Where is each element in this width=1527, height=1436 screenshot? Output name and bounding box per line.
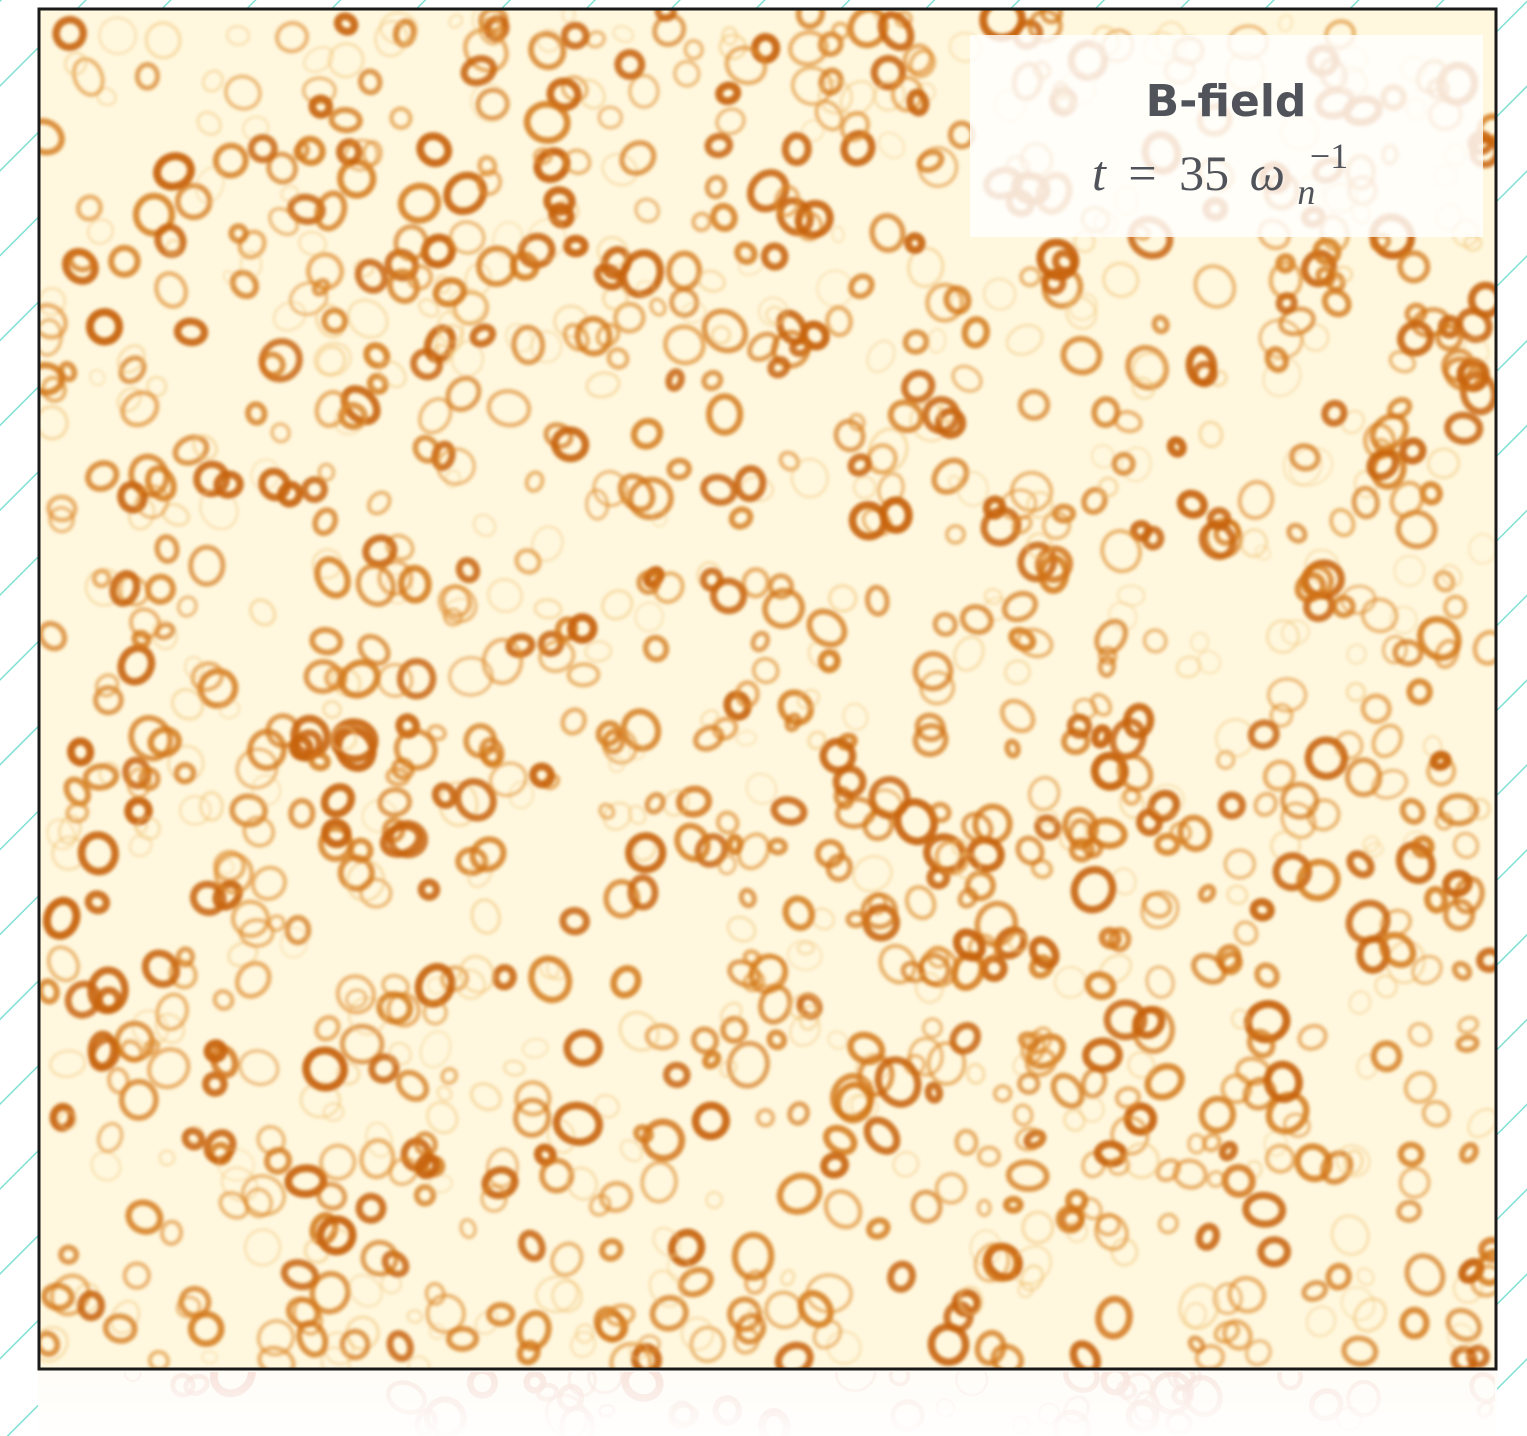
time-value: 35 bbox=[1179, 145, 1229, 201]
legend-box bbox=[970, 35, 1483, 237]
time-unit: ω bbox=[1250, 145, 1285, 201]
time-superscript: −1 bbox=[1310, 136, 1348, 176]
time-equals: = bbox=[1128, 145, 1156, 201]
legend-title: B-field bbox=[1146, 76, 1307, 127]
screenshot: B-field t = 35 ω n −1 bbox=[0, 0, 1527, 1436]
time-subscript: n bbox=[1297, 172, 1315, 212]
time-variable: t bbox=[1092, 145, 1107, 201]
reflection-fade bbox=[38, 1370, 1497, 1436]
